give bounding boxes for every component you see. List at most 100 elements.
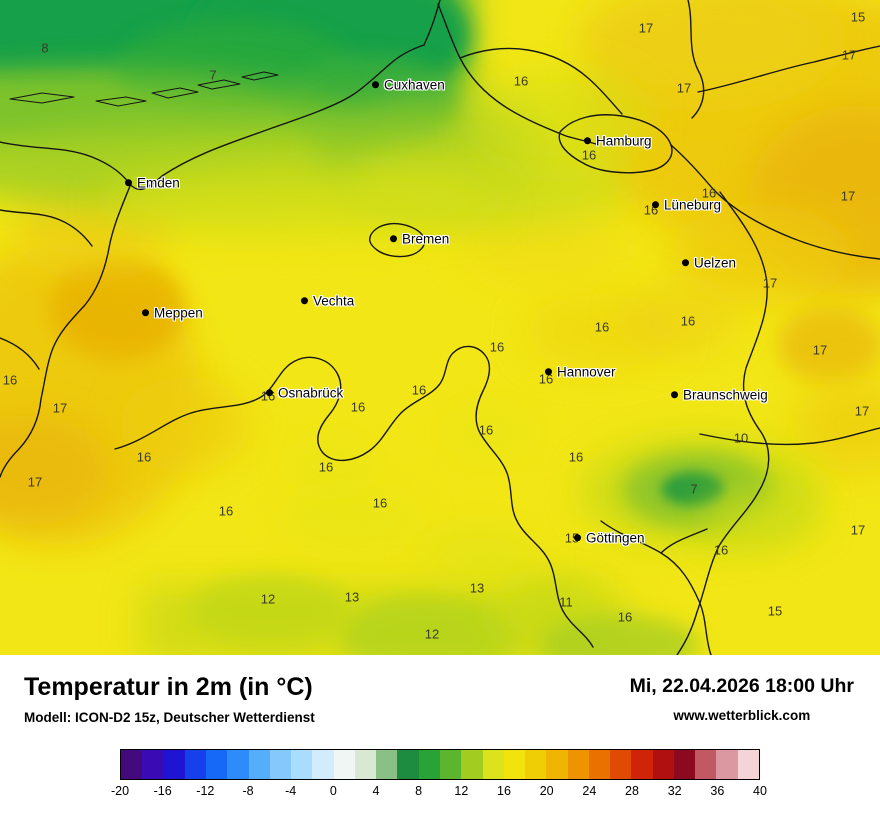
city-marker-bremen: Bremen xyxy=(390,232,449,246)
colorbar-tick: 40 xyxy=(753,784,767,798)
city-label: Göttingen xyxy=(586,530,645,546)
colorbar-tick: 20 xyxy=(539,784,554,798)
temp-value: 8 xyxy=(41,40,49,56)
city-dot xyxy=(671,391,678,399)
city-label: Hannover xyxy=(557,364,616,380)
temp-value: 16 xyxy=(680,313,696,329)
colorbar-segment xyxy=(269,750,292,779)
temp-value: 17 xyxy=(638,20,654,36)
temp-value: 16 xyxy=(581,147,597,163)
colorbar-segment xyxy=(567,750,589,779)
city-label: Bremen xyxy=(402,231,450,247)
city-dot xyxy=(372,81,379,89)
temp-value: 17 xyxy=(812,342,828,358)
city-marker-hannover: Hannover xyxy=(545,365,616,379)
temp-value: 17 xyxy=(52,400,68,416)
city-marker-hamburg: Hamburg xyxy=(584,134,652,148)
map-area: 8 17 15 7 16 17 17 16 16 17 16 17 16 16 16 17 16 16 16 16 16… xyxy=(0,0,880,655)
temp-value: 16 xyxy=(372,495,388,511)
city-marker-osnabrck: Osnabrück xyxy=(266,386,343,400)
city-label: Cuxhaven xyxy=(384,77,445,93)
colorbar-tick: 16 xyxy=(497,784,511,798)
city-label: Hamburg xyxy=(596,133,652,149)
colorbar-segment xyxy=(482,750,504,779)
colorbar-segment xyxy=(716,750,738,779)
temp-value: 17 xyxy=(840,188,856,204)
city-dot xyxy=(125,179,132,187)
colorbar-segment xyxy=(121,750,143,779)
colorbar-segment xyxy=(503,750,526,779)
temp-value: 16 xyxy=(701,185,717,201)
footer-right: Mi, 22.04.2026 18:00 Uhr www.wetterblick… xyxy=(630,673,856,723)
temperature-map-canvas xyxy=(0,0,880,655)
city-dot xyxy=(301,297,308,305)
temp-value: 16 xyxy=(538,371,554,387)
temp-value: 16 xyxy=(513,73,529,89)
temp-value: 16 xyxy=(617,609,633,625)
city-dot xyxy=(584,137,591,145)
colorbar-segment xyxy=(333,750,355,779)
temp-value: 16 xyxy=(2,372,18,388)
temp-value: 17 xyxy=(850,522,866,538)
colorbar-tick: -12 xyxy=(196,784,215,798)
city-dot xyxy=(390,235,397,243)
city-label: Vechta xyxy=(313,293,355,309)
city-label: Uelzen xyxy=(694,255,737,271)
city-label: Emden xyxy=(137,175,180,191)
footer: Temperatur in 2m (in °C) Modell: ICON-D2… xyxy=(0,655,880,725)
colorbar-segment xyxy=(737,750,759,779)
city-dot xyxy=(142,309,149,317)
colorbar-segment xyxy=(248,750,270,779)
temp-value: 15 xyxy=(850,9,866,25)
city-marker-gttingen: Göttingen xyxy=(574,531,645,545)
city-label: Meppen xyxy=(154,305,203,321)
city-dot xyxy=(266,389,273,397)
city-marker-braunschweig: Braunschweig xyxy=(671,388,768,402)
city-marker-lneburg: Lüneburg xyxy=(652,198,721,212)
temp-value: 17 xyxy=(854,403,870,419)
colorbar-tick: 0 xyxy=(329,784,337,798)
colorbar-tick: -8 xyxy=(242,784,254,798)
colorbar-tick-labels: -20 -16 -12 -8 -4 0 4 8 12 16 20 24 28 32 36 40 xyxy=(111,784,767,804)
temp-value: 16 xyxy=(713,542,729,558)
colorbar-tick: 36 xyxy=(710,784,725,798)
colorbar-gradient xyxy=(120,749,760,780)
city-label: Braunschweig xyxy=(683,387,768,403)
temp-value: 16 xyxy=(218,503,234,519)
colorbar-tick: -20 xyxy=(110,784,130,798)
city-label: Lüneburg xyxy=(664,197,722,213)
colorbar-segment xyxy=(163,750,185,779)
colorbar-segment xyxy=(397,750,419,779)
city-markers-layer: Cuxhaven Hamburg Emden Lüneburg Bremen Uelzen… xyxy=(125,77,768,545)
colorbar-tick: 12 xyxy=(454,784,469,798)
city-marker-emden: Emden xyxy=(125,176,180,190)
colorbar-segment xyxy=(376,750,398,779)
footer-left: Temperatur in 2m (in °C) Modell: ICON-D2… xyxy=(24,673,315,725)
colorbar-segment xyxy=(610,750,632,779)
temp-value: 17 xyxy=(27,474,43,490)
city-label: Osnabrück xyxy=(278,385,344,401)
boundary-lines xyxy=(0,0,880,655)
website-link[interactable]: www.wetterblick.com xyxy=(673,708,811,723)
colorbar-segment xyxy=(354,750,377,779)
city-dot xyxy=(652,201,659,209)
temp-value: 12 xyxy=(424,626,440,642)
temp-value: 17 xyxy=(676,80,692,96)
colorbar-tick: 4 xyxy=(372,784,380,798)
city-dot xyxy=(545,368,552,376)
colorbar-tick: -16 xyxy=(153,784,172,798)
temp-value: 15 xyxy=(767,603,783,619)
city-marker-vechta: Vechta xyxy=(301,294,354,308)
colorbar-segment xyxy=(227,750,249,779)
colorbar-tick: 28 xyxy=(625,784,639,798)
temp-value: 16 xyxy=(136,449,152,465)
colorbar-segment xyxy=(439,750,462,779)
city-marker-uelzen: Uelzen xyxy=(682,256,736,270)
colorbar-tick: 24 xyxy=(582,784,597,798)
temp-value: 16 xyxy=(478,422,494,438)
temp-value: 16 xyxy=(318,459,334,475)
colorbar-segment xyxy=(184,750,207,779)
temp-value: 13 xyxy=(469,580,485,596)
colorbar-segment xyxy=(461,750,483,779)
